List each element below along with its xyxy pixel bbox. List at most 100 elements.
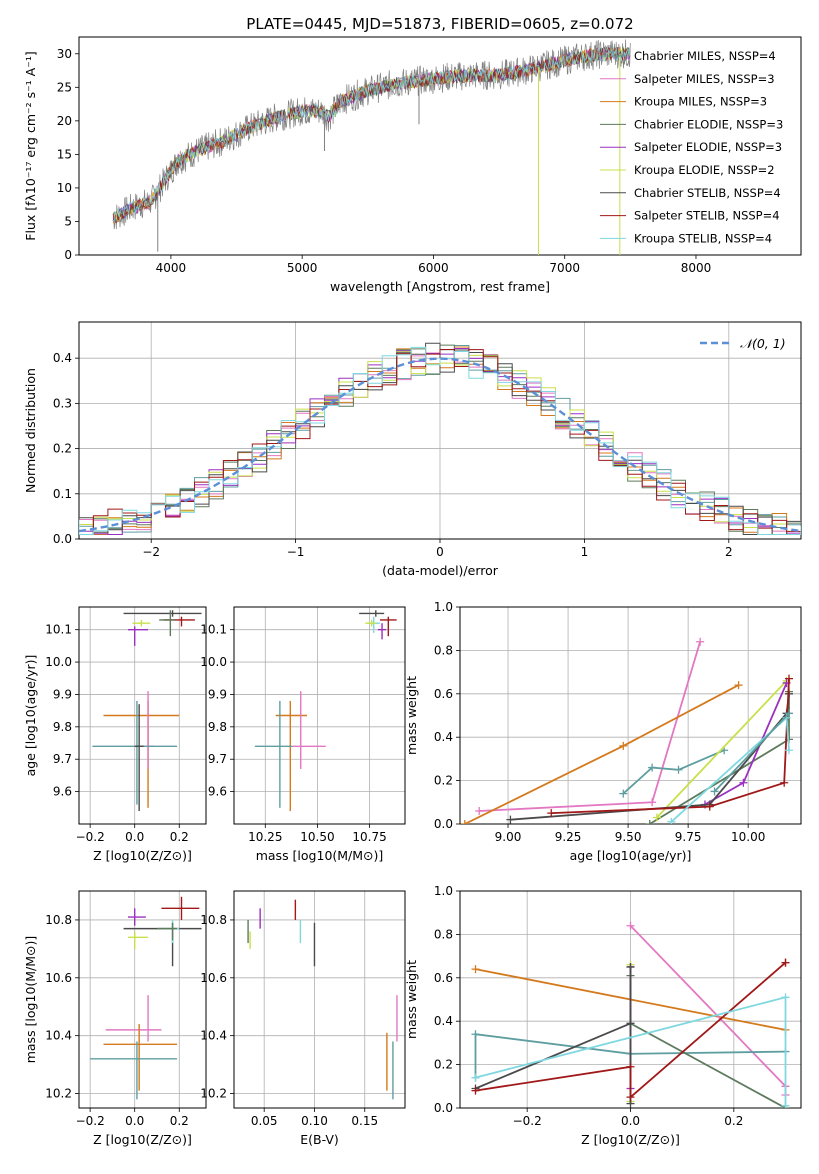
mass-weight-point xyxy=(696,637,705,646)
y-tick-label: 0.4 xyxy=(434,730,453,744)
plot-frame xyxy=(459,606,802,825)
mass-weight-series-line xyxy=(551,678,790,814)
mass-weight-point xyxy=(705,802,714,811)
mass-weight-point xyxy=(626,1062,635,1071)
mass-weight-point xyxy=(648,798,657,807)
y-tick-label: 10.6 xyxy=(200,971,227,985)
mass-weight-point xyxy=(674,765,683,774)
mass-vs-ebv-panel: 0.05 0.10 0.15 10.2 10.4 10.6 10.8 E(B-V) xyxy=(200,890,406,1147)
y-tick-label: 10.0 xyxy=(200,655,227,669)
x-tick-label: 4000 xyxy=(156,261,187,275)
mass-weight-point xyxy=(710,787,719,796)
mass-weight-point xyxy=(626,962,635,971)
plot-area xyxy=(254,610,397,812)
x-tick-label: −1 xyxy=(287,545,305,559)
x-tick-label: 0.10 xyxy=(301,1114,328,1128)
y-tick-label: 0.8 xyxy=(434,927,453,941)
x-tick-label: 10.00 xyxy=(731,830,765,844)
y-tick-label: 5 xyxy=(64,214,72,228)
mass-weight-point xyxy=(781,1101,790,1108)
mass-weight-point xyxy=(648,763,657,772)
plot-frame xyxy=(233,890,406,1109)
x-tick-label: 6000 xyxy=(418,261,449,275)
x-tick-label: 0.0 xyxy=(125,1114,144,1128)
mass-weight-point xyxy=(471,965,480,974)
y-axis-label: Flux [fλ10⁻¹⁷ erg cm⁻² s⁻¹ A⁻¹] xyxy=(23,51,38,240)
plot-area xyxy=(247,899,398,1100)
y-tick-label: 0.0 xyxy=(434,817,453,831)
mass-weight-point xyxy=(619,789,628,798)
mass-weight-point xyxy=(626,1019,635,1028)
legend-label: Salpeter ELODIE, NSSP=3 xyxy=(634,140,782,154)
y-tick-label: 0 xyxy=(64,248,72,262)
x-axis-label: age [log10(age/yr)] xyxy=(570,848,692,863)
model-spectrum-line xyxy=(112,47,631,222)
legend-label: Chabrier MILES, NSSP=4 xyxy=(634,49,776,63)
legend-label: Salpeter STELIB, NSSP=4 xyxy=(634,209,780,223)
x-tick-label: 10.50 xyxy=(300,830,334,844)
legend-label: Kroupa ELODIE, NSSP=2 xyxy=(634,163,775,177)
model-spectrum-line xyxy=(112,46,630,224)
plot-frame xyxy=(459,890,802,1109)
observed-spectrum-line xyxy=(112,39,631,230)
figure-title: PLATE=0445, MJD=51873, FIBERID=0605, z=0… xyxy=(246,15,633,33)
x-axis-label: Z [log10(Z/Z⊙)] xyxy=(93,848,192,863)
x-axis-label: mass [log10(M/M⊙)] xyxy=(256,848,384,863)
mass-weight-point xyxy=(784,674,793,683)
model-spectrum-line xyxy=(112,47,631,221)
x-tick-label: 10.25 xyxy=(248,830,282,844)
y-axis-label: Normed distribution xyxy=(23,368,38,493)
mass-weight-series-line xyxy=(622,749,725,795)
histogram-step-line xyxy=(79,346,801,535)
y-tick-label: 10.4 xyxy=(45,1029,72,1043)
y-tick-label: 0.8 xyxy=(434,643,453,657)
y-tick-label: 10.4 xyxy=(200,1029,227,1043)
x-tick-label: 9.75 xyxy=(675,830,702,844)
age-vs-z-panel: −0.2 0.0 0.2 9.6 9.7 9.8 9.9 10.0 10.1 Z [log10(Z… xyxy=(23,606,207,863)
x-tick-label: −0.2 xyxy=(513,1114,542,1128)
mass-weight-series-line xyxy=(474,1033,786,1078)
plot-area xyxy=(92,610,202,812)
x-tick-label: 0.05 xyxy=(251,1114,278,1128)
histogram-step-line xyxy=(79,349,801,535)
y-tick-label: 0.4 xyxy=(53,351,72,365)
model-spectrum-line xyxy=(112,46,631,222)
mass-weight-point xyxy=(781,993,790,1002)
mass-weight-vs-age-panel: 9.00 9.25 9.50 9.75 10.00 0.0 0.2 0.4 0.6 0.8 1.0 a… xyxy=(404,600,802,863)
histogram-panel: −2 −1 0 1 2 0.0 0.1 0.2 0.3 0.4 (data-model)/error… xyxy=(23,321,802,578)
x-tick-label: −2 xyxy=(142,545,160,559)
mass-vs-z-panel: −0.2 0.0 0.2 10.2 10.4 10.6 10.8 Z [log10(Z/Z⊙)… xyxy=(23,890,207,1147)
y-tick-label: 0.1 xyxy=(53,487,72,501)
y-tick-label: 0.3 xyxy=(53,396,72,410)
mass-weight-point xyxy=(460,820,469,824)
mass-weight-series-line xyxy=(629,975,786,1108)
y-tick-label: 9.7 xyxy=(208,752,227,766)
x-tick-label: 2 xyxy=(725,545,733,559)
y-tick-label: 0.2 xyxy=(53,442,72,456)
plot-area xyxy=(90,896,202,1100)
spectrum-panel: 4000 5000 6000 7000 8000 0 5 10 15 20 25 30 waveleng… xyxy=(23,36,802,294)
x-tick-label: 0 xyxy=(436,545,444,559)
model-spectrum-line xyxy=(112,47,631,224)
x-tick-label: 1 xyxy=(581,545,589,559)
y-tick-label: 0.2 xyxy=(434,1058,453,1072)
x-tick-label: 0.0 xyxy=(125,830,144,844)
x-tick-label: 9.50 xyxy=(615,830,642,844)
y-tick-label: 0.0 xyxy=(53,532,72,546)
x-tick-label: 7000 xyxy=(549,261,580,275)
x-axis-label: wavelength [Angstrom, rest frame] xyxy=(330,279,550,294)
x-tick-label: 5000 xyxy=(287,261,318,275)
y-tick-label: 10.1 xyxy=(45,623,72,637)
legend-label: Kroupa STELIB, NSSP=4 xyxy=(634,231,772,245)
x-axis-label: Z [log10(Z/Z⊙)] xyxy=(93,1132,192,1147)
model-spectrum-line xyxy=(112,47,631,221)
mass-weight-point xyxy=(784,709,793,718)
mass-weight-series-line xyxy=(479,641,701,812)
y-tick-label: 9.6 xyxy=(208,785,227,799)
mass-weight-point xyxy=(471,1086,480,1095)
x-tick-label: 0.15 xyxy=(351,1114,378,1128)
y-tick-label: 15 xyxy=(57,147,72,161)
mass-weight-series-line xyxy=(475,967,632,1104)
y-tick-label: 10.2 xyxy=(45,1087,72,1101)
